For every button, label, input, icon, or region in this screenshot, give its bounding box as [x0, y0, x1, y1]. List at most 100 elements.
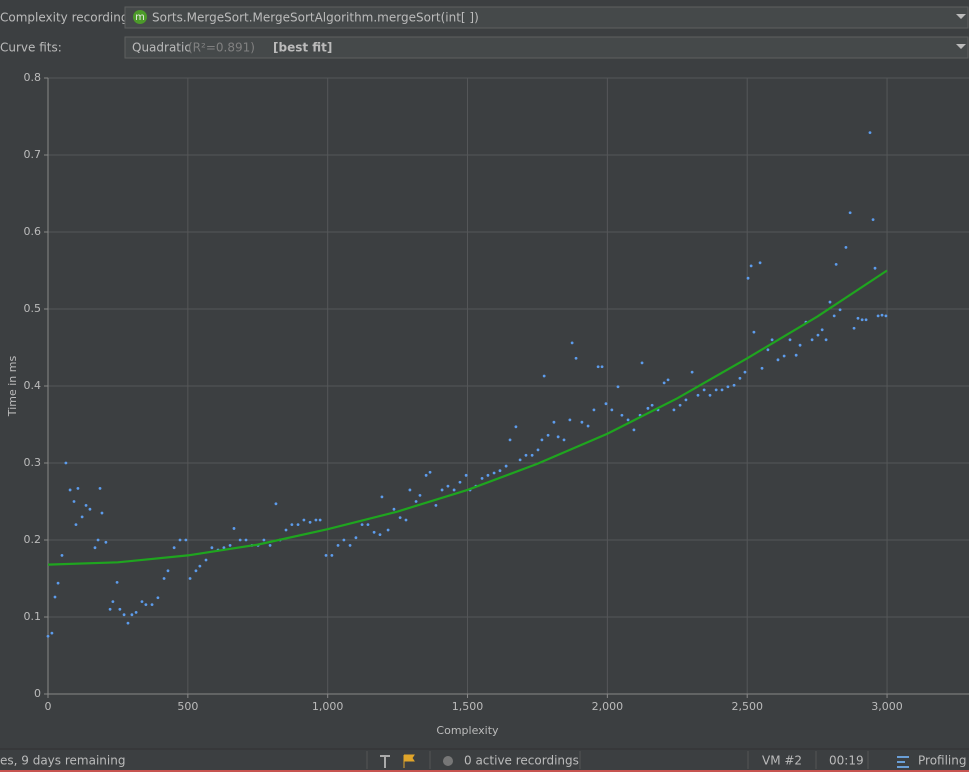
data-point — [708, 393, 712, 397]
data-point — [620, 413, 624, 417]
data-point — [434, 503, 438, 507]
data-point — [140, 600, 144, 603]
data-point — [134, 610, 138, 614]
x-axis-label: Complexity — [436, 724, 499, 737]
data-point — [616, 385, 620, 389]
y-tick-label: 0.5 — [24, 302, 42, 315]
y-tick-label: 0.2 — [24, 533, 42, 546]
data-point — [268, 543, 272, 547]
data-point — [838, 308, 842, 312]
data-point — [318, 518, 322, 522]
data-point — [404, 518, 408, 522]
data-point — [640, 361, 644, 365]
data-point — [810, 338, 814, 342]
fit-curve — [47, 269, 888, 566]
data-point — [302, 518, 306, 522]
data-point — [386, 528, 390, 532]
data-point — [452, 488, 456, 492]
data-point — [354, 536, 358, 540]
fit-best: [best fit] — [273, 41, 332, 55]
data-point — [60, 554, 64, 557]
data-point — [64, 461, 68, 465]
data-point — [372, 530, 376, 534]
data-point — [880, 313, 884, 317]
data-point — [330, 554, 334, 557]
data-point — [732, 383, 736, 387]
data-point — [184, 538, 188, 542]
data-point — [228, 543, 232, 547]
data-point — [546, 433, 550, 437]
data-point — [314, 518, 318, 522]
data-point — [816, 333, 820, 337]
data-point — [856, 316, 860, 320]
data-point — [574, 356, 578, 360]
data-point — [222, 546, 226, 550]
data-point — [568, 418, 572, 422]
data-point — [50, 631, 54, 635]
data-point — [542, 374, 546, 378]
data-point — [53, 595, 57, 599]
data-point — [274, 502, 278, 506]
data-point — [100, 511, 104, 515]
data-point — [672, 408, 676, 412]
recording-value: Sorts.MergeSort.MergeSortAlgorithm.merge… — [152, 11, 479, 25]
data-point — [446, 484, 450, 488]
mode-status[interactable]: Profiling — [918, 754, 967, 768]
data-point — [84, 503, 88, 507]
data-point — [428, 470, 432, 474]
data-point — [290, 523, 294, 526]
data-point — [72, 500, 76, 503]
data-point — [504, 464, 508, 468]
x-tick-label: 0 — [45, 700, 52, 713]
data-point — [150, 603, 154, 607]
data-point — [76, 487, 80, 490]
data-point — [871, 218, 875, 222]
data-point — [592, 408, 596, 412]
data-point — [414, 500, 418, 503]
recording-dropdown[interactable] — [124, 6, 969, 29]
data-point — [684, 398, 688, 402]
y-tick-label: 0 — [34, 687, 41, 700]
data-point — [873, 266, 877, 270]
data-point — [662, 381, 666, 385]
data-point — [632, 428, 636, 432]
data-point — [296, 523, 300, 526]
data-point — [514, 425, 518, 429]
data-point — [348, 543, 352, 547]
data-point — [56, 581, 60, 585]
fits-label: Curve fits: — [0, 41, 62, 55]
flag-icon[interactable] — [403, 754, 415, 768]
data-point — [88, 507, 92, 511]
data-point — [760, 366, 764, 370]
profiling-icon — [897, 756, 909, 768]
data-point — [788, 338, 792, 342]
data-point — [378, 533, 382, 537]
data-point — [844, 246, 848, 249]
license-status: es, 9 days remaining — [0, 754, 125, 768]
vm-status: VM #2 — [762, 754, 802, 768]
data-point — [798, 343, 802, 347]
data-point — [834, 262, 838, 266]
data-point — [580, 420, 584, 424]
status-underline — [0, 770, 969, 772]
data-point — [111, 600, 115, 603]
data-point — [486, 473, 490, 477]
data-point — [392, 507, 396, 511]
data-point — [678, 403, 682, 407]
recordings-status: 0 active recordings — [464, 754, 579, 768]
data-point — [480, 477, 484, 480]
data-point — [74, 523, 78, 526]
y-tick-label: 0.4 — [24, 379, 42, 392]
data-point — [828, 300, 832, 304]
data-point — [115, 580, 119, 584]
data-point — [824, 338, 828, 342]
data-point — [820, 328, 824, 332]
data-point — [552, 420, 556, 424]
data-point — [562, 438, 566, 442]
data-point — [98, 487, 102, 490]
x-tick-label: 2,500 — [731, 700, 763, 713]
data-point — [508, 438, 512, 442]
fits-dropdown[interactable] — [124, 36, 969, 59]
data-point — [536, 448, 540, 452]
